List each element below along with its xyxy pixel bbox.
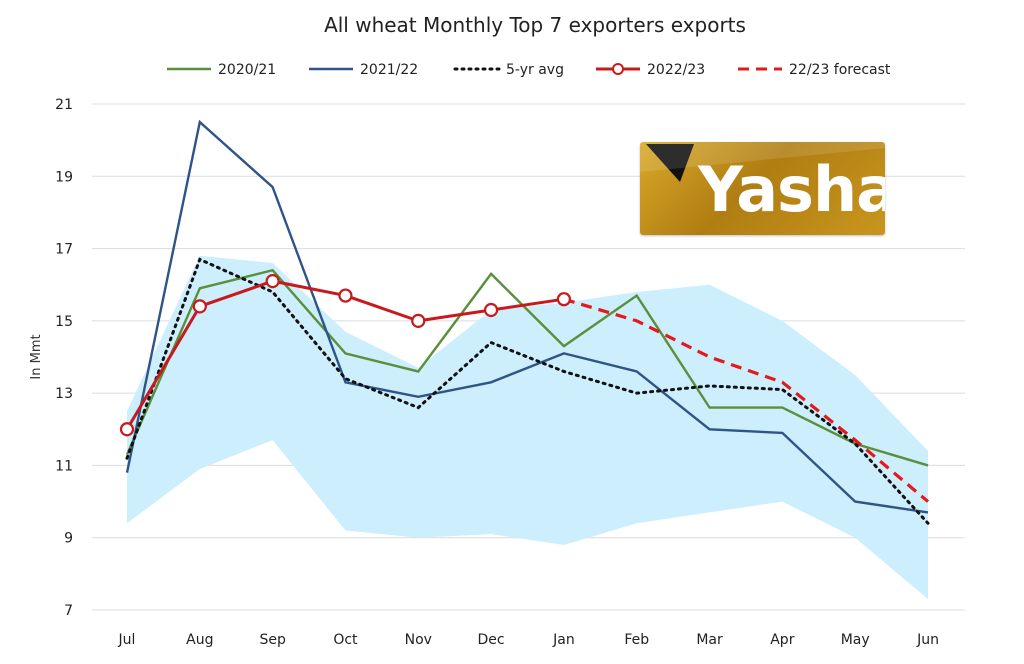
- range-band-area: [127, 255, 928, 600]
- data-point-marker: [411, 313, 426, 328]
- logo-triangle-icon: [640, 142, 885, 182]
- y-axis-ticks: 7 9 11 13 15 17 19 21: [55, 97, 73, 619]
- y-tick-label: 19: [55, 169, 73, 185]
- x-tick-label: Feb: [624, 632, 649, 648]
- x-tick-label: Jan: [552, 632, 575, 648]
- data-point-marker: [338, 288, 353, 303]
- x-tick-label: Aug: [186, 632, 213, 648]
- series-line-22-23-forecast: [563, 297, 930, 503]
- legend-label: 5-yr avg: [506, 62, 564, 78]
- data-point-marker: [119, 422, 135, 437]
- series-line-2021-22: [125, 119, 929, 514]
- y-tick-label: 7: [64, 603, 73, 619]
- x-tick-label: Jul: [118, 632, 136, 648]
- legend-label: 22/23 forecast: [789, 62, 891, 78]
- x-tick-label: Apr: [770, 632, 794, 648]
- data-point-marker: [483, 302, 499, 318]
- y-tick-label: 13: [55, 386, 73, 402]
- legend-marker: [612, 63, 624, 75]
- y-tick-label: 9: [64, 531, 73, 547]
- chart-title: All wheat Monthly Top 7 exporters export…: [324, 13, 746, 37]
- x-tick-label: Sep: [259, 632, 286, 648]
- legend-label: 2021/22: [360, 62, 418, 78]
- series-markers: [119, 274, 572, 437]
- legend-label: 2020/21: [218, 62, 276, 78]
- x-tick-label: Oct: [333, 632, 358, 648]
- x-tick-label: Mar: [696, 632, 723, 648]
- y-tick-label: 15: [55, 314, 73, 330]
- logo-text: Yashar: [698, 153, 885, 226]
- x-tick-label: May: [841, 632, 870, 648]
- y-axis-label: In Mmt: [29, 334, 44, 379]
- y-tick-label: 11: [55, 458, 73, 474]
- x-tick-label: Nov: [405, 632, 432, 648]
- data-point-marker: [192, 299, 207, 314]
- data-point-marker: [556, 292, 572, 307]
- logo: Yashar: [640, 142, 885, 235]
- legend: 2020/21 2021/22 5-yr avg 2022/23 22/23 forec…: [167, 62, 891, 78]
- series-line-5-yr-avg: [125, 257, 930, 525]
- legend-label: 2022/23: [647, 62, 705, 78]
- data-point-marker: [265, 274, 280, 289]
- x-axis-ticks: Jul Aug Sep Oct Nov Dec Jan Feb Mar Apr May Jun: [118, 632, 939, 648]
- series-line-2020-21: [125, 268, 929, 467]
- x-tick-label: Jun: [916, 632, 939, 648]
- x-tick-label: Dec: [478, 632, 505, 648]
- range-band: [127, 255, 928, 600]
- y-tick-label: 17: [55, 242, 73, 258]
- y-tick-label: 21: [55, 97, 73, 113]
